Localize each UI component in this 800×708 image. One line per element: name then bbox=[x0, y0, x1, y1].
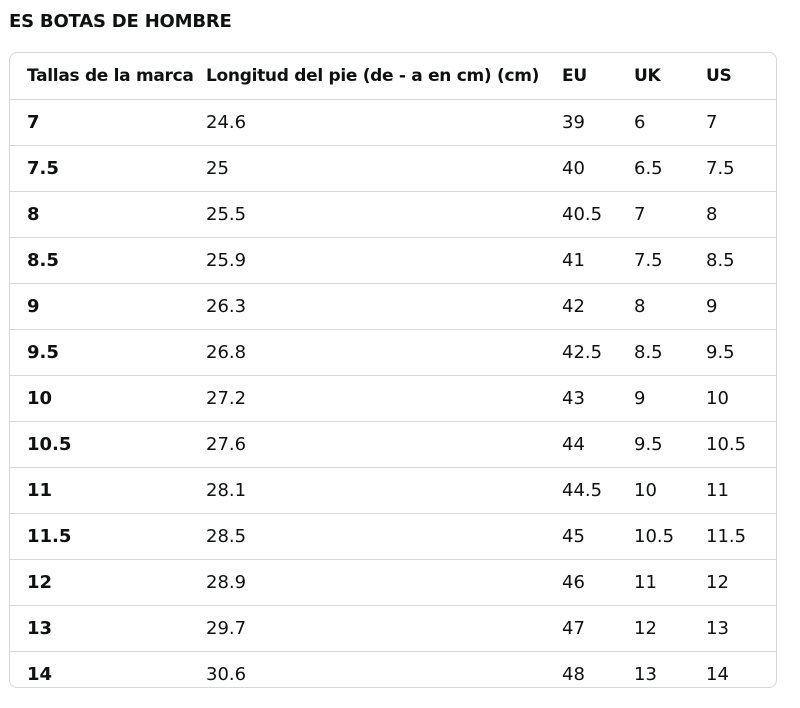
cell-foot-length: 25 bbox=[206, 157, 229, 179]
cell-foot-length: 28.5 bbox=[206, 525, 247, 547]
table-row: 7.5 25 40 6.5 7.5 bbox=[10, 145, 776, 191]
cell-brand-size: 14 bbox=[27, 663, 53, 685]
cell-brand-size: 12 bbox=[27, 571, 53, 593]
cell-foot-length: 27.6 bbox=[206, 433, 247, 455]
cell-us: 14 bbox=[706, 663, 729, 685]
cell-us: 11.5 bbox=[706, 525, 747, 547]
cell-uk: 7 bbox=[634, 203, 646, 225]
cell-us: 8 bbox=[706, 203, 718, 225]
cell-brand-size: 11.5 bbox=[27, 525, 72, 547]
cell-brand-size: 9.5 bbox=[27, 341, 59, 363]
cell-uk: 11 bbox=[634, 571, 657, 593]
header-brand-size: Tallas de la marca bbox=[27, 65, 194, 86]
table-row: 9.5 26.8 42.5 8.5 9.5 bbox=[10, 329, 776, 375]
cell-foot-length: 27.2 bbox=[206, 387, 247, 409]
cell-foot-length: 28.1 bbox=[206, 479, 247, 501]
table-header-row: Tallas de la marca Longitud del pie (de … bbox=[10, 53, 776, 99]
table-row: 10.5 27.6 44 9.5 10.5 bbox=[10, 421, 776, 467]
cell-us: 10.5 bbox=[706, 433, 747, 455]
cell-brand-size: 10.5 bbox=[27, 433, 72, 455]
cell-brand-size: 8.5 bbox=[27, 249, 59, 271]
table-body: 7 24.6 39 6 7 7.5 25 40 6.5 7.5 8 25.5 40.5 7 8 8.5 25.9… bbox=[10, 99, 776, 687]
cell-foot-length: 26.8 bbox=[206, 341, 247, 363]
cell-uk: 10.5 bbox=[634, 525, 675, 547]
cell-eu: 45 bbox=[562, 525, 585, 547]
header-uk: UK bbox=[634, 65, 661, 86]
table-row: 13 29.7 47 12 13 bbox=[10, 605, 776, 651]
table-row: 8 25.5 40.5 7 8 bbox=[10, 191, 776, 237]
cell-brand-size: 8 bbox=[27, 203, 40, 225]
cell-foot-length: 29.7 bbox=[206, 617, 247, 639]
cell-foot-length: 25.9 bbox=[206, 249, 247, 271]
table-row: 9 26.3 42 8 9 bbox=[10, 283, 776, 329]
cell-us: 9 bbox=[706, 295, 718, 317]
table-row: 11.5 28.5 45 10.5 11.5 bbox=[10, 513, 776, 559]
table-row: 12 28.9 46 11 12 bbox=[10, 559, 776, 605]
cell-uk: 13 bbox=[634, 663, 657, 685]
cell-us: 8.5 bbox=[706, 249, 735, 271]
cell-uk: 7.5 bbox=[634, 249, 663, 271]
cell-uk: 9.5 bbox=[634, 433, 663, 455]
cell-uk: 6.5 bbox=[634, 157, 663, 179]
cell-us: 13 bbox=[706, 617, 729, 639]
cell-brand-size: 9 bbox=[27, 295, 40, 317]
table-row: 11 28.1 44.5 10 11 bbox=[10, 467, 776, 513]
cell-eu: 44 bbox=[562, 433, 585, 455]
cell-us: 11 bbox=[706, 479, 729, 501]
cell-brand-size: 7.5 bbox=[27, 157, 59, 179]
cell-us: 9.5 bbox=[706, 341, 735, 363]
cell-eu: 41 bbox=[562, 249, 585, 271]
table-row: 10 27.2 43 9 10 bbox=[10, 375, 776, 421]
header-eu: EU bbox=[562, 65, 587, 86]
table-row: 8.5 25.9 41 7.5 8.5 bbox=[10, 237, 776, 283]
cell-us: 7.5 bbox=[706, 157, 735, 179]
size-chart-table-container: Tallas de la marca Longitud del pie (de … bbox=[9, 52, 777, 688]
cell-brand-size: 11 bbox=[27, 479, 53, 501]
cell-us: 7 bbox=[706, 111, 718, 133]
cell-foot-length: 25.5 bbox=[206, 203, 247, 225]
cell-us: 10 bbox=[706, 387, 729, 409]
cell-brand-size: 7 bbox=[27, 111, 40, 133]
cell-brand-size: 10 bbox=[27, 387, 53, 409]
cell-eu: 42.5 bbox=[562, 341, 603, 363]
cell-eu: 46 bbox=[562, 571, 585, 593]
cell-eu: 47 bbox=[562, 617, 585, 639]
table-row: 14 30.6 48 13 14 bbox=[10, 651, 776, 687]
cell-brand-size: 13 bbox=[27, 617, 53, 639]
cell-eu: 48 bbox=[562, 663, 585, 685]
header-foot-length: Longitud del pie (de - a en cm) (cm) bbox=[206, 65, 540, 86]
cell-uk: 8.5 bbox=[634, 341, 663, 363]
table-row: 7 24.6 39 6 7 bbox=[10, 99, 776, 145]
cell-eu: 43 bbox=[562, 387, 585, 409]
cell-uk: 8 bbox=[634, 295, 646, 317]
cell-foot-length: 24.6 bbox=[206, 111, 247, 133]
header-us: US bbox=[706, 65, 732, 86]
cell-eu: 40.5 bbox=[562, 203, 603, 225]
cell-uk: 9 bbox=[634, 387, 646, 409]
cell-foot-length: 26.3 bbox=[206, 295, 247, 317]
cell-eu: 40 bbox=[562, 157, 585, 179]
cell-eu: 39 bbox=[562, 111, 585, 133]
cell-eu: 44.5 bbox=[562, 479, 603, 501]
page-title: ES BOTAS DE HOMBRE bbox=[9, 11, 232, 32]
size-chart-table: Tallas de la marca Longitud del pie (de … bbox=[10, 53, 776, 687]
cell-foot-length: 28.9 bbox=[206, 571, 247, 593]
cell-uk: 6 bbox=[634, 111, 646, 133]
cell-foot-length: 30.6 bbox=[206, 663, 247, 685]
cell-eu: 42 bbox=[562, 295, 585, 317]
cell-uk: 10 bbox=[634, 479, 657, 501]
cell-uk: 12 bbox=[634, 617, 657, 639]
cell-us: 12 bbox=[706, 571, 729, 593]
